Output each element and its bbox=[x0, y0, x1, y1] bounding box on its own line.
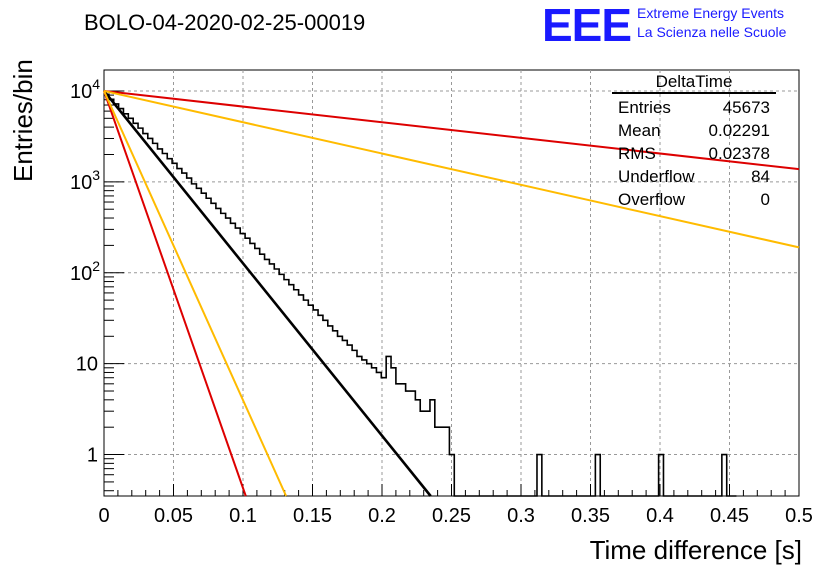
stats-value: 45673 bbox=[722, 98, 770, 117]
x-tick-label: 0.5 bbox=[785, 505, 813, 527]
grid-lines bbox=[104, 70, 799, 496]
y-tick-label: 1 bbox=[87, 445, 98, 467]
y-tick-label: 102 bbox=[70, 258, 100, 285]
x-tick-label: 0.25 bbox=[432, 505, 471, 527]
stats-value: 0.02378 bbox=[708, 144, 770, 163]
x-axis-label: Time difference [s] bbox=[589, 535, 802, 565]
fit-line bbox=[103, 89, 800, 171]
stats-value: 0 bbox=[760, 190, 770, 209]
y-tick-label: 104 bbox=[70, 76, 100, 103]
x-tick-label: 0.2 bbox=[368, 505, 396, 527]
stats-label: Underflow bbox=[618, 167, 695, 186]
stats-label: Mean bbox=[618, 121, 661, 140]
fit-line bbox=[103, 89, 800, 249]
fit-line bbox=[103, 90, 288, 497]
stats-label: Entries bbox=[618, 98, 671, 117]
stats-title: DeltaTime bbox=[612, 72, 776, 94]
stats-row: Overflow 0 bbox=[612, 188, 776, 211]
x-tick-label: 0.15 bbox=[293, 505, 332, 527]
y-axis: 1 10 102 103 104 bbox=[70, 76, 124, 492]
y-tick-label: 10 bbox=[76, 354, 98, 376]
stats-label: Overflow bbox=[618, 190, 686, 209]
stats-value: 84 bbox=[751, 167, 770, 186]
fit-line bbox=[102, 90, 432, 497]
x-tick-label: 0.3 bbox=[507, 505, 535, 527]
x-tick-label: 0.45 bbox=[710, 505, 749, 527]
y-tick-label: 103 bbox=[70, 167, 100, 194]
stats-row: Mean 0.02291 bbox=[612, 119, 776, 142]
histogram-step bbox=[104, 93, 737, 497]
x-tick-label: 0 bbox=[98, 505, 109, 527]
chart-title: BOLO-04-2020-02-25-00019 bbox=[84, 10, 366, 35]
y-axis-label: Entries/bin bbox=[8, 59, 38, 182]
stats-row: Entries 45673 bbox=[612, 96, 776, 119]
stats-label: RMS bbox=[618, 144, 656, 163]
x-tick-label: 0.1 bbox=[229, 505, 257, 527]
fit-line bbox=[103, 90, 247, 497]
stats-row: RMS 0.02378 bbox=[612, 142, 776, 165]
x-tick-label: 0.4 bbox=[646, 505, 674, 527]
stats-row: Underflow 84 bbox=[612, 165, 776, 188]
stats-box: DeltaTime Entries 45673 Mean 0.02291 RMS… bbox=[612, 72, 776, 211]
x-tick-label: 0.35 bbox=[571, 505, 610, 527]
stats-value: 0.02291 bbox=[708, 121, 770, 140]
eee-logo: EEE bbox=[542, 0, 632, 51]
logo-line-1: Extreme Energy Events bbox=[637, 5, 785, 21]
histogram bbox=[104, 93, 737, 497]
x-axis: 0 0.05 0.1 0.15 0.2 0.25 0.3 0.35 0.4 0.45 0.5 bbox=[98, 484, 813, 527]
logo-line-2: La Scienza nelle Scuole bbox=[637, 24, 787, 40]
fit-lines bbox=[102, 89, 800, 497]
x-tick-label: 0.05 bbox=[154, 505, 193, 527]
